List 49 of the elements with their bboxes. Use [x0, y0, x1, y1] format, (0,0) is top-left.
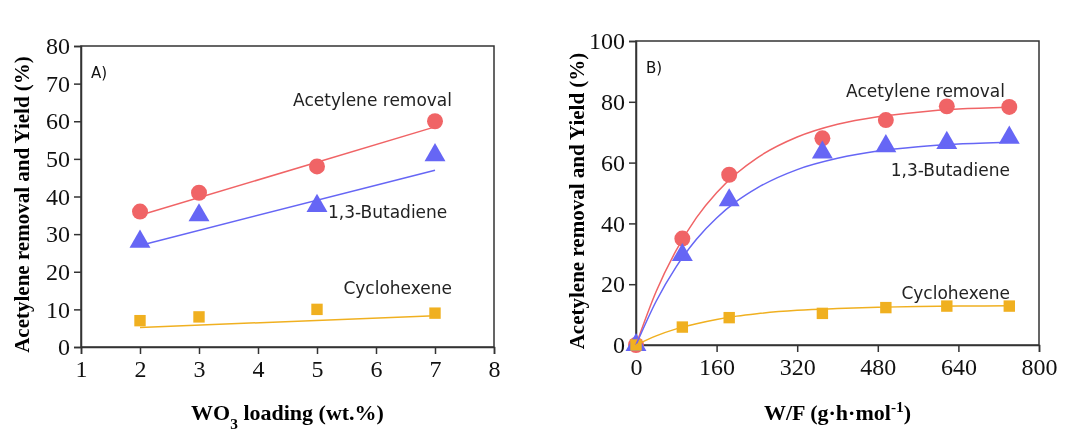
point: [1001, 99, 1018, 115]
y-tick-label: 50: [46, 146, 70, 173]
series-label: Cyclohexene: [901, 283, 1010, 303]
x-axis-title: WO$_{3}$ loading (wt.%): [191, 400, 384, 432]
x-tick-label: 3: [193, 356, 206, 383]
x-tick-label: 320: [779, 354, 816, 381]
point: [429, 307, 441, 319]
y-tick-label: 20: [46, 258, 70, 285]
y-tick-label: 10: [46, 296, 70, 323]
y-tick-label: 60: [601, 149, 625, 176]
y-tick-label: 0: [613, 332, 625, 359]
series-label: Acetylene removal: [846, 81, 1005, 101]
point: [132, 203, 148, 220]
y-tick-label: 40: [601, 210, 625, 237]
point: [193, 311, 205, 323]
x-tick-label: 480: [860, 354, 897, 381]
y-tick-label: 80: [46, 33, 70, 60]
y-tick-label: 40: [46, 183, 70, 210]
series-label: Cyclohexene: [343, 278, 452, 298]
y-axis-title: Acetylene removal and Yield (%): [565, 52, 589, 350]
x-tick-label: 800: [1021, 354, 1058, 381]
x-tick-label: 1: [75, 356, 88, 383]
series-label: 1,3-Butadiene: [328, 202, 448, 222]
y-tick-label: 20: [601, 271, 625, 298]
x-tick-label: 4: [252, 356, 265, 383]
x-tick-label: 640: [940, 354, 977, 381]
series-label: 1,3-Butadiene: [890, 160, 1010, 180]
x-tick-label: 0: [630, 354, 643, 381]
point: [427, 113, 443, 130]
y-axis-title: Acetylene removal and Yield (%): [10, 56, 34, 353]
x-axis-title: W/F (g·h·mol$^{-1}$): [763, 397, 912, 425]
point: [311, 303, 323, 316]
annotation: B): [646, 59, 663, 77]
x-tick-label: 160: [699, 354, 736, 381]
y-tick-label: 60: [46, 108, 70, 135]
x-tick-label: 2: [134, 356, 147, 383]
point: [134, 314, 146, 327]
y-tick-label: 70: [46, 70, 70, 97]
x-tick-label: 7: [429, 356, 442, 383]
y-tick-label: 80: [601, 88, 625, 115]
annotation: A): [91, 64, 108, 82]
y-tick-label: 0: [58, 334, 70, 361]
x-tick-label: 6: [370, 356, 383, 383]
series-label: Acetylene removal: [293, 90, 452, 110]
y-tick-label: 30: [46, 221, 70, 248]
x-tick-label: 8: [488, 356, 501, 383]
point: [877, 112, 894, 128]
x-tick-label: 5: [311, 356, 324, 383]
y-tick-label: 100: [589, 28, 625, 55]
